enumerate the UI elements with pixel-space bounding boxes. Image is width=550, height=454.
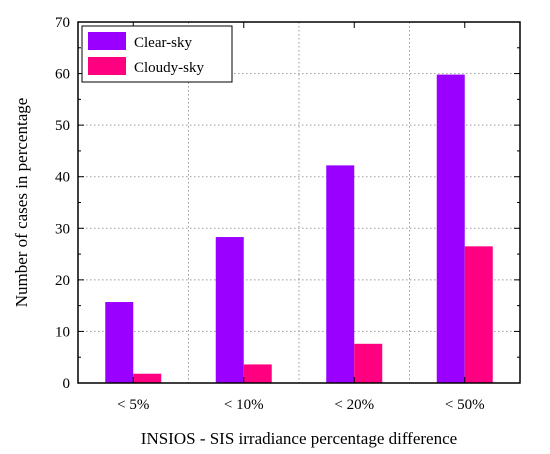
y-axis-label: Number of cases in percentage [12, 98, 31, 308]
y-tick-label: 50 [55, 118, 70, 134]
x-tick-label: < 20% [334, 397, 374, 413]
y-tick-label: 40 [55, 170, 70, 186]
legend-label-cloudy-sky: Cloudy-sky [134, 60, 205, 76]
bar-clear-sky [215, 237, 244, 383]
y-tick-label: 60 [55, 67, 70, 83]
bars [105, 74, 493, 384]
legend-swatch-cloudy-sky [88, 57, 126, 75]
legend: Clear-sky Cloudy-sky [81, 25, 233, 83]
y-tick-label: 20 [55, 273, 70, 289]
x-axis-label: INSIOS - SIS irradiance percentage diffe… [141, 429, 457, 448]
bar-clear-sky [436, 74, 465, 384]
y-tick-label: 0 [63, 376, 71, 392]
legend-label-clear-sky: Clear-sky [134, 35, 193, 51]
bar-cloudy-sky [464, 246, 493, 383]
y-tick-label: 10 [55, 324, 70, 340]
legend-swatch-clear-sky [88, 32, 126, 50]
bar-clear-sky [326, 165, 355, 383]
x-tick-label: < 10% [224, 397, 264, 413]
x-tick-label: < 50% [445, 397, 485, 413]
y-tick-label: 70 [55, 15, 70, 31]
bar-clear-sky [105, 302, 134, 383]
y-tick-label: 30 [55, 221, 70, 237]
x-tick-label: < 5% [117, 397, 149, 413]
bar-cloudy-sky [354, 343, 383, 383]
axis-ticks: 0 10 20 30 40 50 60 70 < 5% < 10% < 20% < 50% [55, 15, 520, 413]
bar-cloudy-sky [243, 364, 272, 383]
bar-cloudy-sky [133, 373, 162, 383]
